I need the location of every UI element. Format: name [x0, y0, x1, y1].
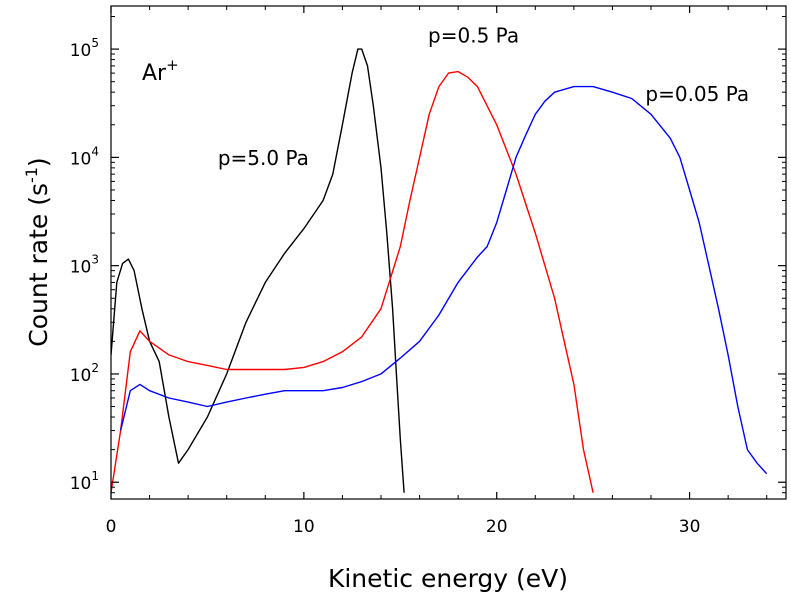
x-tick-label: 0 [106, 517, 117, 537]
series-line-p-0-05-pa [119, 85, 768, 475]
species-label: Ar+ [142, 56, 179, 86]
y-tick-label: 101 [70, 469, 99, 494]
y-axis-title-close: ) [24, 157, 53, 167]
species-label-sup: + [166, 56, 179, 74]
x-axis-title: Kinetic energy (eV) [328, 564, 568, 593]
annotation-label: p=0.05 Pa [645, 82, 749, 106]
x-tick-label: 10 [293, 517, 315, 537]
y-tick-label: 103 [70, 253, 99, 278]
x-tick-label: 20 [486, 517, 508, 537]
series-line-p-0-5-pa [111, 70, 594, 493]
curve-annotations: p=5.0 Pa p=0.5 Pa p=0.05 Pa [218, 24, 749, 170]
y-tick-label: 104 [70, 144, 99, 169]
plot-frame [110, 5, 787, 500]
y-axis-title-main: Count rate (s [24, 183, 53, 347]
y-tick-label: 102 [70, 361, 99, 386]
y-tick-label: 105 [70, 36, 99, 61]
x-axis-ticks: 0 10 20 30 [106, 6, 768, 537]
y-axis-title-sup: -1 [22, 167, 41, 183]
annotation-label: p=5.0 Pa [218, 146, 309, 170]
annotation-label: p=0.5 Pa [428, 24, 519, 48]
y-axis-title: Count rate (s-1) [22, 157, 53, 346]
series-line-p-5-0-pa [111, 48, 405, 493]
y-axis-ticks: 101 102 103 104 105 [70, 15, 786, 500]
x-tick-label: 30 [679, 517, 701, 537]
species-label-base: Ar [142, 61, 167, 86]
series-layer [111, 48, 768, 493]
